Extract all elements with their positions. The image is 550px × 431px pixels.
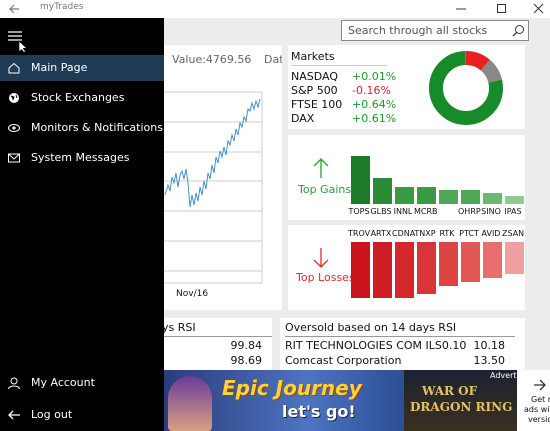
market-change: +0.61% — [352, 112, 397, 125]
markets-title: Markets — [291, 50, 335, 63]
ad-image: Epic Journey let's go! — [164, 370, 404, 431]
nav-icon — [8, 62, 20, 74]
overbought-value: 99.84 — [230, 339, 263, 352]
gains-title: Top Gains — [298, 183, 352, 196]
market-name: NASDAQ — [291, 70, 339, 83]
date-label: Dat — [264, 53, 282, 66]
minimize-button[interactable] — [455, 3, 467, 15]
nav-label: Stock Exchanges — [31, 91, 125, 104]
losses-title: Top Losses — [296, 271, 355, 284]
loss-symbol: TROV — [348, 229, 371, 238]
gain-symbol: OHRP — [458, 207, 481, 216]
loss-symbol: AVID — [481, 229, 501, 238]
nav-icon — [8, 124, 20, 132]
market-name: DAX — [291, 112, 315, 125]
x-axis-label: Nov/16 — [176, 289, 209, 299]
nav-item[interactable]: Monitors & Notifications — [0, 115, 164, 141]
nav-item[interactable]: My Account — [0, 370, 164, 396]
maximize-button[interactable] — [496, 3, 508, 15]
loss-symbol: TNXP — [414, 229, 436, 238]
markets-divider — [291, 65, 387, 66]
ad-remove-text[interactable]: ads with — [524, 405, 550, 414]
nav-icon — [8, 410, 20, 420]
hamburger-button[interactable] — [8, 30, 30, 52]
nav-item[interactable]: Stock Exchanges — [0, 85, 164, 111]
loss-symbol: ZSAN — [502, 229, 525, 238]
overbought-panel: ys RSI 99.84 98.69 — [164, 318, 272, 370]
nav-pane: Main Page Stock Exchanges Monitors & Notif… — [0, 18, 164, 431]
index-chart-panel: Value:4769.56 Dat Nov/16 — [164, 45, 282, 310]
oversold-value: 10.18 — [473, 339, 506, 352]
ad-banner[interactable]: Epic Journey let's go! WAR OF DRAGON RIN… — [164, 370, 550, 431]
market-name: FTSE 100 — [291, 98, 343, 111]
market-change: +0.01% — [352, 70, 397, 83]
gain-arrow — [313, 158, 329, 178]
oversold-divider — [285, 336, 515, 337]
ad-label: Advertisement — [490, 371, 549, 380]
search-box[interactable]: Search through all stocks — [341, 20, 529, 41]
search-placeholder: Search through all stocks — [348, 24, 488, 37]
gain-symbol: SINO — [481, 207, 501, 216]
ad-tagline: let's go! — [282, 402, 356, 421]
index-value: Value:4769.56 — [172, 53, 252, 66]
ad-game-line: DRAGON RING — [410, 400, 513, 414]
close-button[interactable] — [533, 3, 545, 15]
nav-icon — [8, 153, 20, 163]
gain-symbol: MCRB — [414, 207, 438, 216]
markets-panel: Markets NASDAQ +0.01% S&P 500 -0.16% FTSE 10… — [288, 45, 525, 129]
loss-symbol: RTK — [439, 229, 455, 238]
market-change: -0.16% — [352, 84, 391, 97]
loss-arrow — [313, 248, 329, 268]
loss-symbol: PTCT — [459, 229, 479, 238]
overbought-divider — [164, 336, 272, 337]
nav-icon — [9, 93, 19, 103]
ad-remove-text[interactable]: versio — [528, 415, 550, 424]
nav-label: Main Page — [31, 61, 88, 74]
nav-icon — [8, 377, 20, 389]
nav-label: My Account — [31, 376, 95, 389]
nav-label: Monitors & Notifications — [31, 121, 163, 134]
search-icon[interactable] — [512, 24, 525, 37]
overbought-title: ys RSI — [164, 321, 196, 334]
oversold-panel: Oversold based on 14 days RSI RIT TECHNO… — [280, 318, 525, 370]
gains-bars — [351, 156, 524, 204]
oversold-value: 13.50 — [473, 354, 506, 367]
nav-item[interactable]: System Messages — [0, 145, 164, 171]
nav-item[interactable]: Log out — [0, 402, 164, 428]
title-bar: myTrades — [0, 0, 550, 18]
ad-game-image: WAR OF DRAGON RING — [404, 370, 517, 431]
top-gains-panel: Top Gains TOPS GLBS INNL MCRB OHRP SINO IPAS — [288, 135, 525, 220]
nav-label: Log out — [31, 408, 73, 421]
gain-symbol: GLBS — [370, 207, 392, 216]
gain-symbol: INNL — [393, 207, 413, 216]
window-title: myTrades — [40, 2, 84, 12]
ad-character — [168, 376, 212, 431]
ad-arrow[interactable] — [533, 378, 547, 392]
loss-symbol: ARTX — [370, 229, 392, 238]
loss-bars — [351, 242, 524, 298]
loss-symbol: CDNA — [392, 229, 416, 238]
line-chart — [164, 91, 263, 284]
market-name: S&P 500 — [291, 84, 338, 97]
ad-headline: Epic Journey — [222, 376, 362, 400]
ad-remove-text[interactable]: Get rid — [531, 395, 550, 404]
top-losses-panel: Top Losses TROV ARTX CDNA TNXP RTK PTCT AVID ZS… — [288, 225, 525, 310]
back-button[interactable] — [8, 3, 20, 15]
ad-game-line: WAR OF — [422, 384, 478, 398]
nav-label: System Messages — [31, 151, 130, 164]
overbought-value: 98.69 — [230, 354, 263, 367]
nav-item[interactable]: Main Page — [0, 55, 164, 81]
market-donut — [429, 51, 503, 125]
gain-symbol: IPAS — [504, 207, 522, 216]
oversold-title: Oversold based on 14 days RSI — [285, 321, 457, 334]
oversold-name: Comcast Corporation — [285, 354, 402, 367]
gain-symbol: TOPS — [348, 207, 370, 216]
market-change: +0.64% — [352, 98, 397, 111]
oversold-name: RIT TECHNOLOGIES COM ILS0.10 — [285, 339, 467, 352]
